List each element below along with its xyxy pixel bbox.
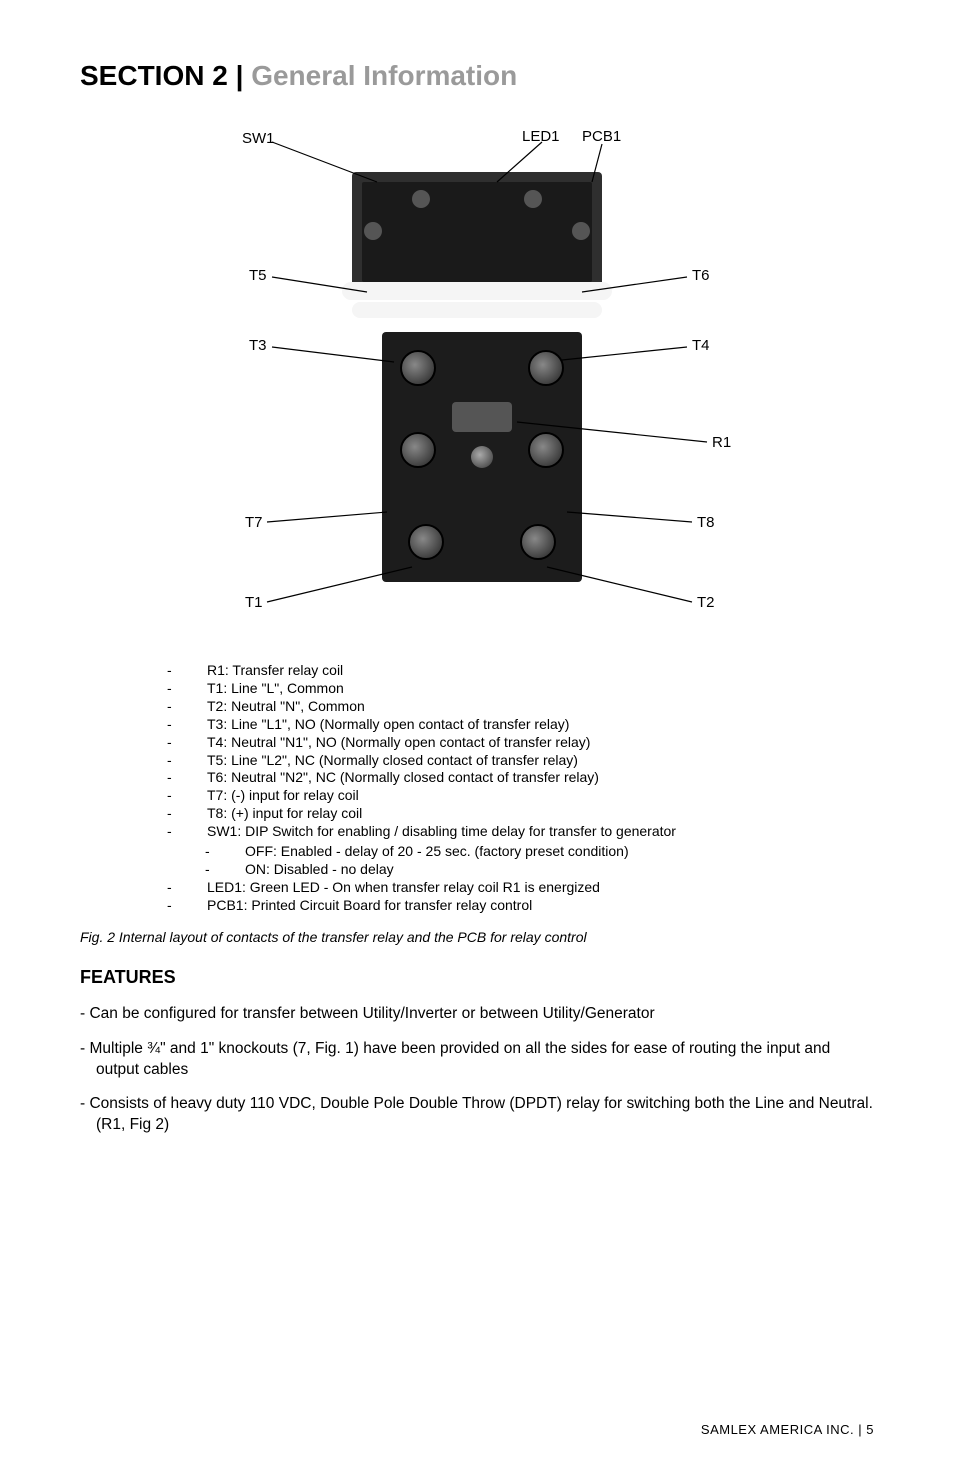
label-t5: T5 xyxy=(249,267,267,284)
legend-sub: OFF: Enabled - delay of 20 - 25 sec. (fa… xyxy=(225,843,797,861)
label-t7: T7 xyxy=(245,514,263,531)
legend-item: T7: (-) input for relay coil xyxy=(187,787,797,805)
legend-item: R1: Transfer relay coil xyxy=(187,662,797,680)
figure-caption: Fig. 2 Internal layout of contacts of th… xyxy=(80,929,874,945)
legend-item-sw1: SW1: DIP Switch for enabling / disabling… xyxy=(187,823,797,841)
relay-diagram: SW1 LED1 PCB1 T5 T6 T3 T4 R1 T7 T8 T1 T2 xyxy=(197,122,757,642)
features-heading: FEATURES xyxy=(80,967,874,988)
feature-item: Can be configured for transfer between U… xyxy=(80,1004,874,1025)
label-t3: T3 xyxy=(249,337,267,354)
legend-item: T6: Neutral "N2", NC (Normally closed co… xyxy=(187,769,797,787)
legend-item: T5: Line "L2", NC (Normally closed conta… xyxy=(187,752,797,770)
legend-item: T4: Neutral "N1", NO (Normally open cont… xyxy=(187,734,797,752)
label-t8: T8 xyxy=(697,514,715,531)
legend-item: T2: Neutral "N", Common xyxy=(187,698,797,716)
legend-item: T1: Line "L", Common xyxy=(187,680,797,698)
legend-item: PCB1: Printed Circuit Board for transfer… xyxy=(187,897,797,915)
section-title-grey: General Information xyxy=(251,60,517,91)
label-r1: R1 xyxy=(712,434,731,451)
label-led1: LED1 xyxy=(522,128,560,145)
legend-item: T8: (+) input for relay coil xyxy=(187,805,797,823)
legend-sub: ON: Disabled - no delay xyxy=(225,861,797,879)
diagram-legend: R1: Transfer relay coil T1: Line "L", Co… xyxy=(157,662,797,915)
feature-item: Consists of heavy duty 110 VDC, Double P… xyxy=(80,1094,874,1136)
label-pcb1: PCB1 xyxy=(582,128,621,145)
label-t1: T1 xyxy=(245,594,263,611)
features-list: Can be configured for transfer between U… xyxy=(80,1004,874,1137)
feature-item: Multiple ¾" and 1" knockouts (7, Fig. 1)… xyxy=(80,1039,874,1081)
label-sw1: SW1 xyxy=(242,130,275,147)
page-footer: SAMLEX AMERICA INC. | 5 xyxy=(701,1422,874,1437)
leader-lines xyxy=(197,122,757,642)
label-t2: T2 xyxy=(697,594,715,611)
legend-item: T3: Line "L1", NO (Normally open contact… xyxy=(187,716,797,734)
label-t4: T4 xyxy=(692,337,710,354)
label-t6: T6 xyxy=(692,267,710,284)
legend-item: LED1: Green LED - On when transfer relay… xyxy=(187,879,797,897)
section-title: SECTION 2 | General Information xyxy=(80,60,874,92)
section-title-black: SECTION 2 | xyxy=(80,60,251,91)
